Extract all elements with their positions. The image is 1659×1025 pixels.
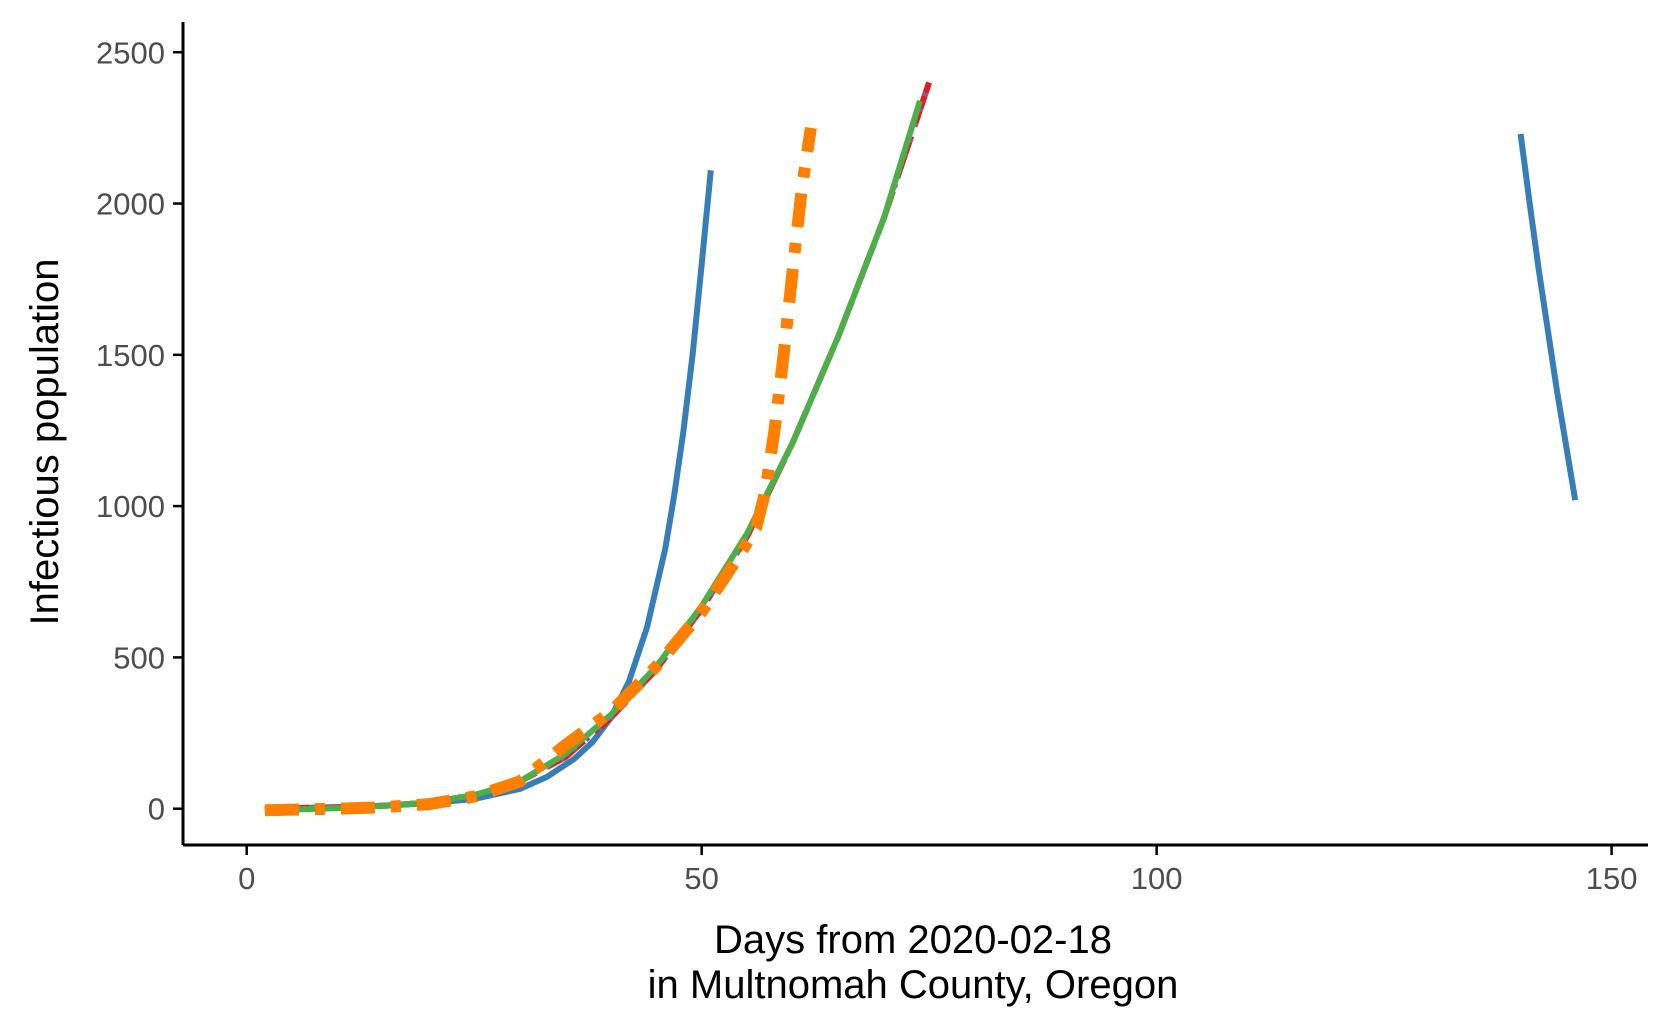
y-tick-label: 1500 [96, 338, 165, 373]
series-line-1-segment-2 [1517, 133, 1579, 501]
series-line-2 [264, 81, 932, 812]
series-line-4 [264, 99, 923, 814]
x-axis-title-line2: in Multnomah County, Oregon [648, 963, 1179, 1007]
x-tick-label: 50 [684, 861, 718, 896]
x-axis-title-line1: Days from 2020-02-18 [714, 918, 1112, 962]
series-layer [264, 81, 1579, 817]
y-tick-label: 500 [113, 640, 165, 675]
x-tick-label: 0 [238, 861, 255, 896]
series-line-3 [264, 81, 932, 812]
x-tick-label: 150 [1586, 861, 1638, 896]
x-axis: 0 50 100 150 [183, 843, 1648, 896]
y-axis: 0 500 1000 1500 2000 2500 [96, 22, 185, 845]
series-line-1 [264, 170, 714, 812]
y-tick-label: 0 [148, 792, 165, 827]
y-tick-label: 1000 [96, 489, 165, 524]
y-axis-title: Infectious population [23, 259, 67, 626]
y-tick-label: 2500 [96, 35, 165, 70]
x-tick-label: 100 [1131, 861, 1183, 896]
y-tick-label: 2000 [96, 187, 165, 222]
series-line-5 [264, 127, 817, 817]
